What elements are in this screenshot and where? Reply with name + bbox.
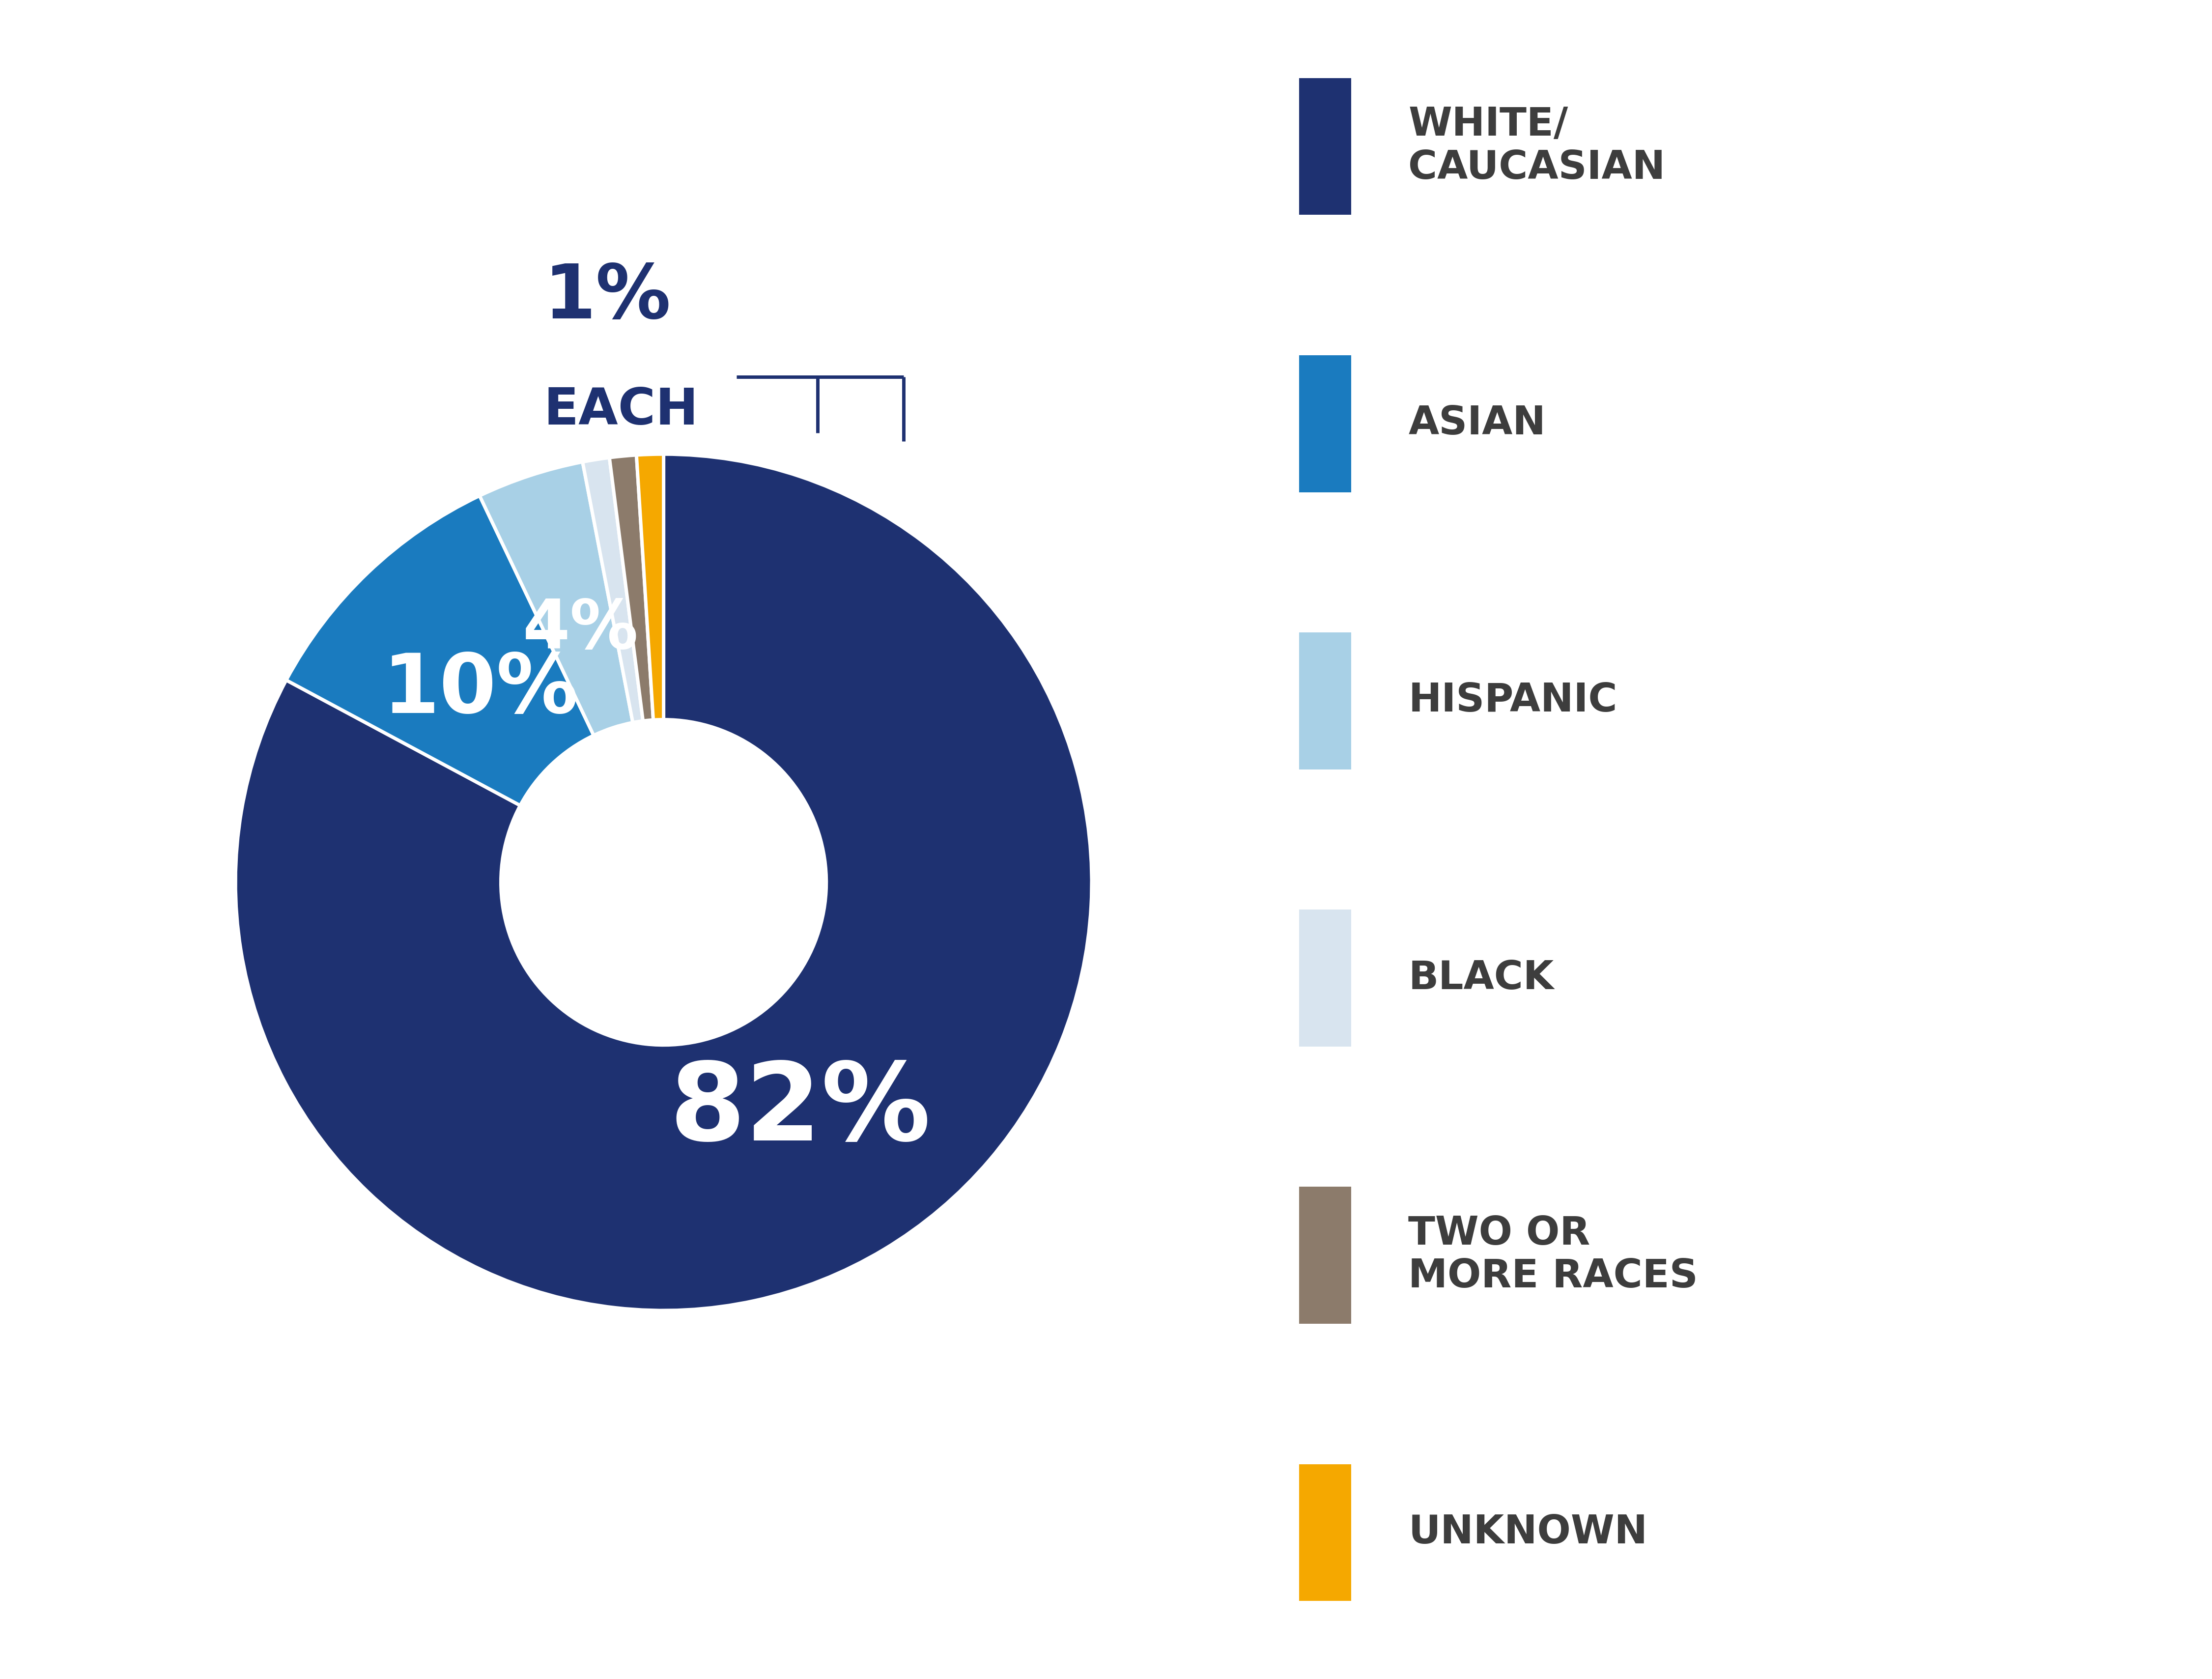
- Wedge shape: [234, 453, 1093, 1311]
- Text: 4%: 4%: [522, 596, 639, 663]
- Text: UNKNOWN: UNKNOWN: [1409, 1513, 1648, 1551]
- Bar: [1298, 356, 1352, 492]
- Bar: [1298, 1464, 1352, 1602]
- Wedge shape: [480, 462, 633, 735]
- Wedge shape: [285, 495, 593, 806]
- Bar: [1298, 910, 1352, 1046]
- Bar: [1298, 77, 1352, 215]
- Wedge shape: [637, 453, 664, 720]
- Text: TWO OR
MORE RACES: TWO OR MORE RACES: [1409, 1216, 1699, 1296]
- Wedge shape: [608, 455, 653, 720]
- Text: WHITE/
CAUCASIAN: WHITE/ CAUCASIAN: [1409, 106, 1666, 186]
- Text: ASIAN: ASIAN: [1409, 405, 1546, 443]
- Bar: [1298, 633, 1352, 769]
- Text: 1%: 1%: [544, 260, 670, 334]
- Text: 10%: 10%: [383, 650, 577, 730]
- Text: EACH: EACH: [544, 386, 699, 435]
- Bar: [1298, 1187, 1352, 1323]
- Text: HISPANIC: HISPANIC: [1409, 682, 1617, 720]
- Text: 82%: 82%: [670, 1058, 931, 1164]
- Text: BLACK: BLACK: [1409, 959, 1553, 997]
- Wedge shape: [582, 458, 644, 722]
